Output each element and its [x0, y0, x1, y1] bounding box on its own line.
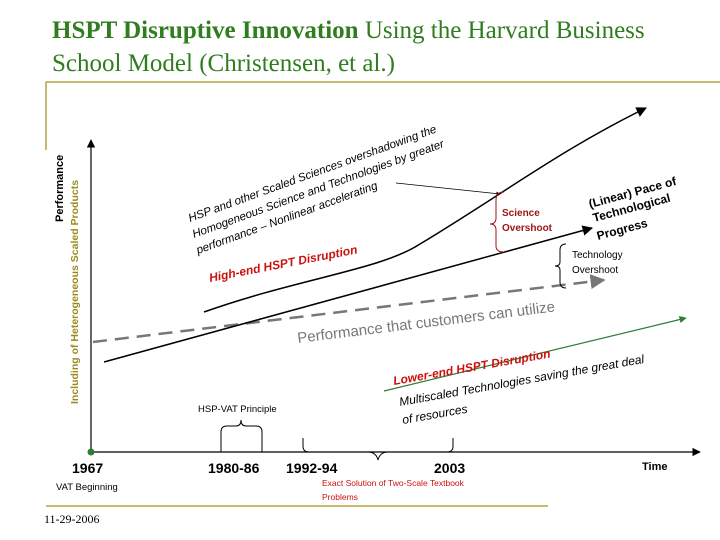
y-axis-label-performance: Performance	[54, 155, 66, 222]
hsp-vat-brace	[220, 419, 263, 452]
hsp-annotation-pointer	[395, 182, 501, 196]
high-end-curve	[203, 107, 647, 313]
vat-beginning-label: VAT Beginning	[56, 482, 118, 493]
tick-2003: 2003	[434, 460, 465, 476]
tick-1980-86: 1980-86	[208, 460, 260, 476]
origin-dot	[87, 448, 95, 456]
x-axis-label-time: Time	[642, 461, 667, 473]
exact-solution-brace	[302, 438, 454, 461]
high-end-label: High-end HSPT Disruption	[208, 242, 359, 284]
exact-solution-label-2: Problems	[322, 492, 358, 502]
exact-solution-label-1: Exact Solution of Two-Scale Textbook	[322, 478, 465, 488]
hsp-vat-principle-label: HSP-VAT Principle	[198, 404, 277, 415]
linear-pace-line	[103, 225, 594, 363]
technology-overshoot-label-2: Overshoot	[572, 265, 618, 276]
lower-end-line	[383, 316, 687, 392]
science-overshoot-label-2: Overshoot	[502, 223, 553, 234]
science-overshoot-brace	[489, 191, 505, 253]
tick-1967: 1967	[72, 460, 103, 476]
title-bold: HSPT Disruptive Innovation	[52, 17, 359, 44]
hsp-annotation-line-2: Homogeneous Science and Technologies by …	[191, 138, 447, 241]
technology-overshoot-brace	[554, 243, 567, 289]
tick-1992-94: 1992-94	[286, 460, 338, 476]
customer-performance-line	[92, 274, 606, 344]
page-title: HSPT Disruptive Innovation Using the Har…	[52, 14, 712, 80]
technology-overshoot-label-1: Technology	[572, 250, 623, 261]
y-axis-label-heterogeneous: Including of Heterogeneous Scaled Produc…	[69, 180, 81, 404]
title-rest: Using the Harvard Business School Model …	[52, 17, 645, 77]
customer-performance-label: Performance that customers can utilize	[296, 298, 555, 346]
science-overshoot-label-1: Science	[502, 208, 540, 219]
footer-date: 11-29-2006	[44, 512, 100, 526]
